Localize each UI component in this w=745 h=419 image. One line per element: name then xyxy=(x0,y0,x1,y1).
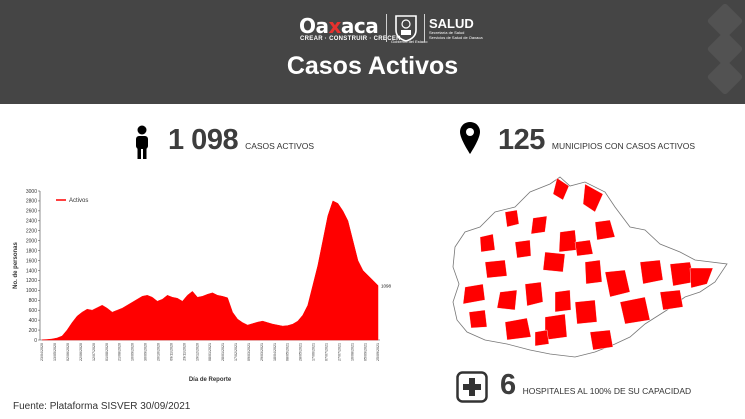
x-tick-label: 29/03/2021 xyxy=(260,343,264,361)
active-cases-chart: 0 200 400 600 800 1000 1200 1400 1600 1800 2000 220… xyxy=(13,189,392,383)
brand-bar: Oaxaca CREAR · CONSTRUIR · CRECER Gobier… xyxy=(0,6,745,46)
x-tick-label: 27/07/2021 xyxy=(337,343,341,361)
ministry-subtitle: Secretaría de Salud xyxy=(429,30,465,35)
x-tick-label: 20/10/2020 xyxy=(157,343,161,361)
active-cases-value: 1 098 xyxy=(168,124,239,156)
logo-text-x: x xyxy=(328,14,342,38)
x-tick-label: 10/09/2020 xyxy=(131,343,135,361)
x-tick-label: 02/06/2020 xyxy=(66,343,70,361)
y-tick-label: 2800 xyxy=(26,199,37,205)
divider xyxy=(386,14,387,42)
logo-text-a: Oa xyxy=(299,14,329,38)
active-cases-stat: 1 098 CASOS ACTIVOS xyxy=(168,124,314,157)
x-tick-label: 18/04/2021 xyxy=(273,343,277,361)
x-tick-label: 08/01/2021 xyxy=(208,343,212,361)
divider xyxy=(424,14,425,42)
map-pin-icon xyxy=(460,122,480,154)
y-tick-label: 1400 xyxy=(26,268,37,274)
last-value-label: 1098 xyxy=(381,283,392,288)
y-tick-label: 2200 xyxy=(26,229,37,235)
ministry-subtitle-2: Servicios de Salud de Oaxaca xyxy=(429,35,483,40)
header-banner: Oaxaca CREAR · CONSTRUIR · CRECER Gobier… xyxy=(0,0,745,104)
x-tick-label: 08/05/2021 xyxy=(286,343,290,361)
hospitals-value: 6 xyxy=(500,369,516,401)
x-tick-label: 28/05/2021 xyxy=(299,343,303,361)
hospitals-label: HOSPITALES AL 100% DE SU CAPACIDAD xyxy=(522,386,692,396)
person-icon xyxy=(136,125,148,159)
y-tick-label: 2000 xyxy=(26,238,37,244)
oaxaca-logo: Oaxaca xyxy=(299,14,379,38)
municipalities-label: MUNICIPIOS CON CASOS ACTIVOS xyxy=(551,141,695,151)
y-tick-label: 1800 xyxy=(26,248,37,254)
affected-municipalities xyxy=(462,177,714,351)
x-tick-label: 09/11/2020 xyxy=(169,343,173,361)
y-tick-label: 400 xyxy=(29,318,38,324)
x-tick-label: 17/06/2021 xyxy=(312,343,316,361)
y-tick-label: 3000 xyxy=(26,189,37,195)
source-footer: Fuente: Plataforma SISVER 30/09/2021 xyxy=(13,401,191,412)
municipalities-value: 125 xyxy=(498,124,545,156)
x-tick-label: 07/07/2021 xyxy=(325,343,329,361)
active-cases-label: CASOS ACTIVOS xyxy=(245,141,315,151)
y-tick-label: 800 xyxy=(29,298,38,304)
x-tick-label: 30/09/2020 xyxy=(144,343,148,361)
ministry-name: SALUD xyxy=(429,16,474,31)
x-tick-label: 16/08/2021 xyxy=(350,343,354,361)
state-seal-icon xyxy=(395,15,417,42)
x-tick-label: 19/12/2020 xyxy=(195,343,199,361)
x-axis-title: Día de Reporte xyxy=(189,377,232,383)
x-tick-label: 23/04/2020 xyxy=(40,343,44,361)
y-tick-label: 2400 xyxy=(26,219,37,225)
y-tick-label: 1600 xyxy=(26,258,37,264)
hospital-cross-icon xyxy=(456,371,488,403)
x-tick-label: 17/02/2021 xyxy=(234,343,238,361)
legend-label: Activos xyxy=(69,198,88,204)
y-tick-label: 0 xyxy=(34,338,37,344)
y-tick-label: 200 xyxy=(29,328,38,334)
logo-text-b: aca xyxy=(340,14,379,38)
x-tick-label: 01/08/2020 xyxy=(105,343,109,361)
x-tick-label: 05/09/2021 xyxy=(363,343,367,361)
x-tick-label: 13/05/2020 xyxy=(53,343,57,361)
logo-tagline: CREAR · CONSTRUIR · CRECER xyxy=(300,36,401,42)
y-tick-label: 600 xyxy=(29,308,38,314)
x-tick-label: 09/03/2021 xyxy=(247,343,251,361)
x-tick-label: 29/11/2020 xyxy=(182,343,186,361)
y-axis-title: No. de personas xyxy=(13,242,19,289)
x-tick-label: 12/07/2020 xyxy=(92,343,96,361)
x-tick-label: 28/01/2021 xyxy=(221,343,225,361)
oaxaca-municipalities-map xyxy=(452,176,728,358)
hospitals-stat: 6 HOSPITALES AL 100% DE SU CAPACIDAD xyxy=(500,369,691,402)
y-tick-label: 1200 xyxy=(26,278,37,284)
seal-caption: Gobierno del Estado xyxy=(391,39,428,44)
x-tick-label: 25/09/2021 xyxy=(376,343,380,361)
y-tick-label: 2600 xyxy=(26,209,37,215)
x-tick-label: 22/06/2020 xyxy=(79,343,83,361)
page-title: Casos Activos xyxy=(286,52,459,80)
y-tick-label: 1000 xyxy=(26,288,37,294)
x-tick-label: 21/08/2020 xyxy=(118,343,122,361)
series-area-activos xyxy=(41,200,379,341)
municipalities-stat: 125 MUNICIPIOS CON CASOS ACTIVOS xyxy=(498,124,695,157)
decorative-diamonds-icon xyxy=(707,3,743,95)
